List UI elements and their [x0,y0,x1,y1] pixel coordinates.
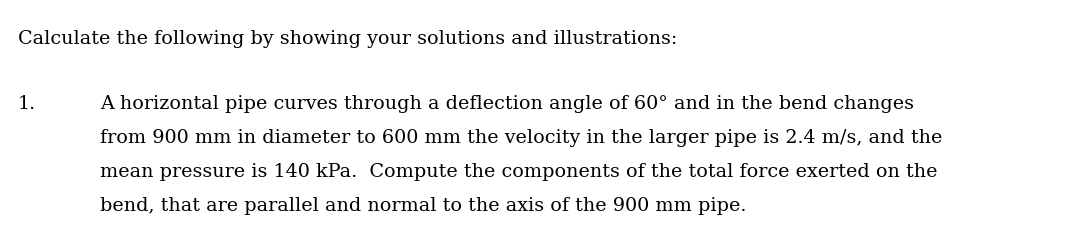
Text: A horizontal pipe curves through a deflection angle of 60° and in the bend chang: A horizontal pipe curves through a defle… [100,95,914,113]
Text: 1.: 1. [18,95,36,113]
Text: mean pressure is 140 kPa.  Compute the components of the total force exerted on : mean pressure is 140 kPa. Compute the co… [100,163,937,181]
Text: bend, that are parallel and normal to the axis of the 900 mm pipe.: bend, that are parallel and normal to th… [100,197,746,215]
Text: from 900 mm in diameter to 600 mm the velocity in the larger pipe is 2.4 m/s, an: from 900 mm in diameter to 600 mm the ve… [100,129,943,147]
Text: Calculate the following by showing your solutions and illustrations:: Calculate the following by showing your … [18,30,677,48]
